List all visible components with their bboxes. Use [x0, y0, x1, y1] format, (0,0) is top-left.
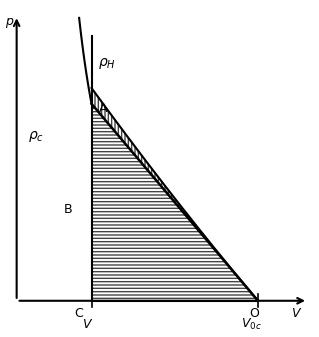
Text: $V$: $V$	[291, 307, 302, 320]
Text: B: B	[64, 203, 72, 216]
Text: $V_{0c}$: $V_{0c}$	[241, 317, 262, 332]
Text: O: O	[249, 307, 259, 320]
Text: $\rho_H$: $\rho_H$	[99, 56, 116, 71]
Text: C: C	[75, 307, 84, 320]
Text: $\rho_c$: $\rho_c$	[28, 129, 44, 144]
Text: $V$: $V$	[82, 318, 93, 331]
Text: $p$: $p$	[5, 16, 14, 30]
Text: A: A	[99, 102, 107, 115]
